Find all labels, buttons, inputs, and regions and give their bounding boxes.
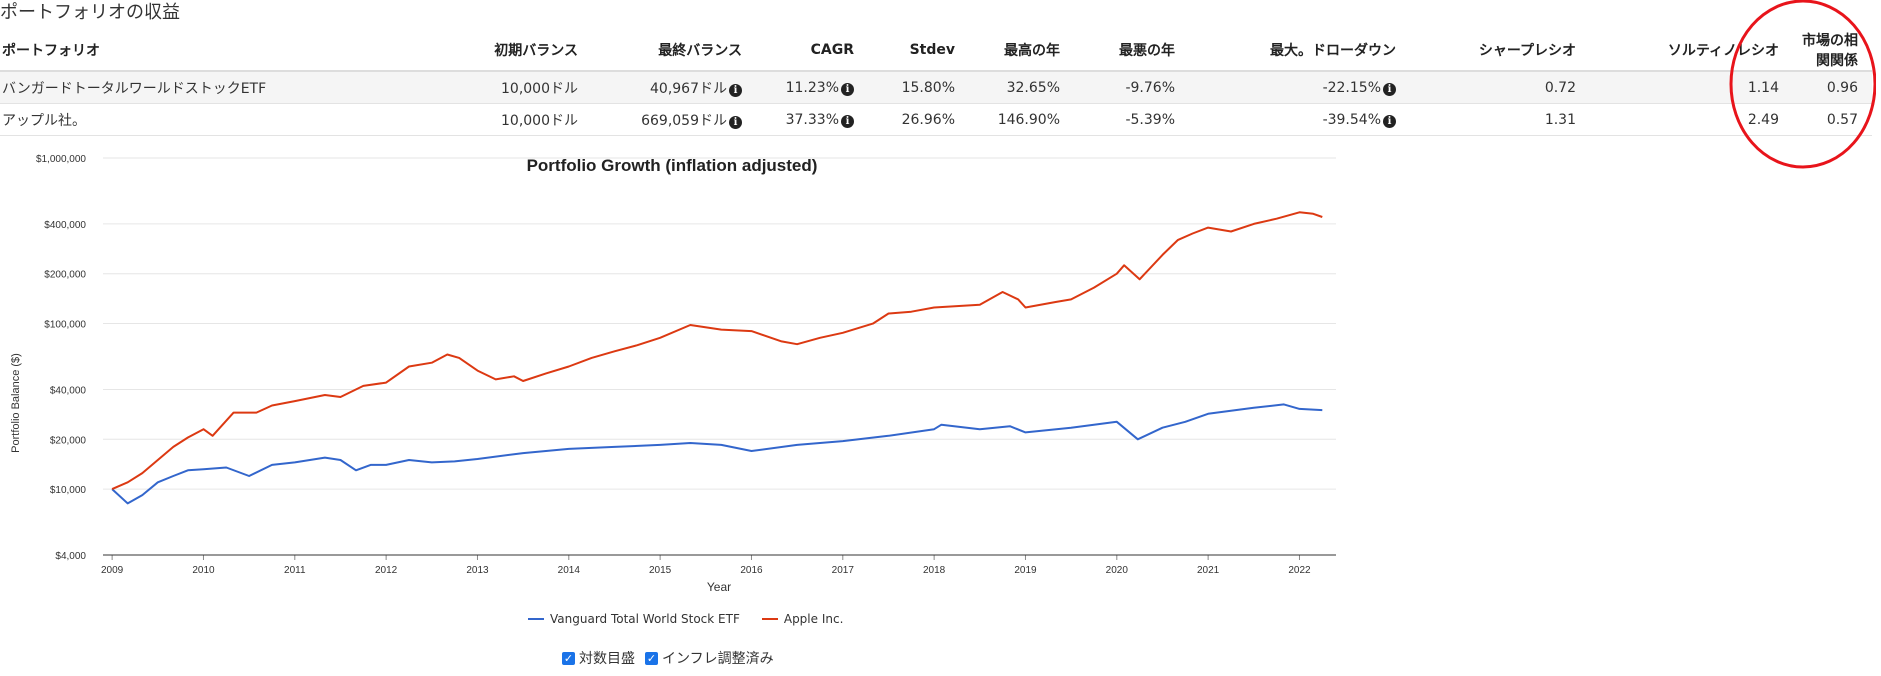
chart-options: ✓ 対数目盛 ✓ インフレ調整済み xyxy=(562,648,774,668)
cell-initial-balance: 10,000ドル xyxy=(436,71,592,104)
col-header-sortino-ratio[interactable]: ソルティノレシオ xyxy=(1590,30,1793,72)
x-tick-label: 2012 xyxy=(375,565,398,576)
cell-best-year: 146.90% xyxy=(969,103,1074,136)
cell-cagr: 37.33% i xyxy=(756,103,868,136)
y-tick-label: $20,000 xyxy=(50,435,87,446)
x-tick-label: 2013 xyxy=(466,565,489,576)
table-row: バンガードトータルワールドストックETF 10,000ドル 40,967ドル i … xyxy=(0,71,1872,104)
series-line-apple xyxy=(111,211,1323,491)
y-axis-label: Portfolio Balance ($) xyxy=(10,353,22,453)
legend-item-vanguard[interactable]: Vanguard Total World Stock ETF xyxy=(528,612,740,626)
y-tick-label: $100,000 xyxy=(44,320,86,331)
x-tick-label: 2010 xyxy=(192,565,215,576)
x-tick-label: 2014 xyxy=(558,565,581,576)
legend-line-icon xyxy=(761,618,778,620)
col-header-market-correlation[interactable]: 市場の相関関係 xyxy=(1793,30,1872,72)
col-header-best-year[interactable]: 最高の年 xyxy=(969,30,1074,72)
portfolio-growth-chart: Portfolio Growth (inflation adjusted) $4… xyxy=(10,154,1336,594)
log-scale-label: 対数目盛 xyxy=(579,651,635,667)
cell-stdev: 15.80% xyxy=(868,71,969,104)
chart-legend: Vanguard Total World Stock ETF Apple Inc… xyxy=(528,612,843,626)
table-row: アップル社。 10,000ドル 669,059ドル i 37.33% i 26.96… xyxy=(0,103,1872,136)
legend-label: Apple Inc. xyxy=(783,612,844,626)
cell-sharpe-ratio: 0.72 xyxy=(1410,71,1590,104)
cell-initial-balance: 10,000ドル xyxy=(436,103,592,136)
log-scale-checkbox[interactable]: ✓ xyxy=(562,651,575,665)
cell-market-correlation: 0.57 xyxy=(1793,103,1872,136)
cell-cagr: 11.23% i xyxy=(756,71,868,104)
cell-best-year: 32.65% xyxy=(969,71,1074,104)
cell-portfolio-name: アップル社。 xyxy=(0,103,436,136)
col-header-final-balance[interactable]: 最終バランス xyxy=(592,30,756,72)
cell-worst-year: -5.39% xyxy=(1074,103,1189,136)
x-tick-label: 2020 xyxy=(1106,565,1129,576)
inflation-adjusted-label: インフレ調整済み xyxy=(662,651,774,667)
highlight-circle-annotation xyxy=(1729,0,1876,169)
x-tick-label: 2016 xyxy=(740,565,763,576)
chart-title: Portfolio Growth (inflation adjusted) xyxy=(527,156,818,175)
col-header-cagr[interactable]: CAGR xyxy=(756,30,868,72)
col-header-portfolio[interactable]: ポートフォリオ xyxy=(0,30,436,72)
y-axis-ticks: $4,000 $10,000 $20,000 $40,000 $100,000 $200,… xyxy=(36,154,86,562)
x-tick-label: 2015 xyxy=(649,565,672,576)
y-tick-label: $400,000 xyxy=(44,220,86,231)
col-header-max-drawdown[interactable]: 最大。ドローダウン xyxy=(1189,30,1410,72)
info-icon[interactable]: i xyxy=(1383,114,1396,128)
legend-label: Vanguard Total World Stock ETF xyxy=(550,612,740,626)
cell-max-drawdown: -39.54% i xyxy=(1189,103,1410,136)
cell-max-drawdown: -22.15% i xyxy=(1189,71,1410,104)
cell-sharpe-ratio: 1.31 xyxy=(1410,103,1590,136)
cell-final-balance: 669,059ドル i xyxy=(592,103,756,136)
col-header-worst-year[interactable]: 最悪の年 xyxy=(1074,30,1189,72)
cell-sortino-ratio: 1.14 xyxy=(1590,71,1793,104)
cell-portfolio-name: バンガードトータルワールドストックETF xyxy=(0,71,436,104)
x-axis-label: Year xyxy=(707,580,731,594)
col-header-sharpe-ratio[interactable]: シャープレシオ xyxy=(1410,30,1590,72)
inflation-adjusted-checkbox[interactable]: ✓ xyxy=(645,651,658,665)
col-header-stdev[interactable]: Stdev xyxy=(868,30,969,72)
cell-final-balance: 40,967ドル i xyxy=(592,71,756,104)
y-tick-label: $200,000 xyxy=(44,270,86,281)
legend-line-icon xyxy=(528,618,544,620)
x-tick-label: 2022 xyxy=(1288,565,1311,576)
log-scale-option[interactable]: ✓ 対数目盛 xyxy=(562,648,635,668)
cell-sortino-ratio: 2.49 xyxy=(1590,103,1793,136)
x-axis-ticks: 2009 2010 2011 2012 2013 2014 2015 2016 2017 2018… xyxy=(101,555,1311,576)
info-icon[interactable]: i xyxy=(1383,82,1396,96)
x-tick-label: 2017 xyxy=(832,565,855,576)
y-tick-label: $40,000 xyxy=(50,385,87,396)
cell-worst-year: -9.76% xyxy=(1074,71,1189,104)
cell-market-correlation: 0.96 xyxy=(1793,71,1872,104)
y-tick-label: $1,000,000 xyxy=(36,154,86,165)
series-line-vanguard xyxy=(111,403,1323,505)
y-tick-label: $4,000 xyxy=(55,551,86,562)
info-icon[interactable]: i xyxy=(729,83,742,97)
info-icon[interactable]: i xyxy=(841,82,854,96)
cell-stdev: 26.96% xyxy=(868,103,969,136)
x-tick-label: 2009 xyxy=(101,565,124,576)
table-header-row: ポートフォリオ 初期バランス 最終バランス CAGR Stdev 最高の年 最悪… xyxy=(0,30,1872,72)
legend-item-apple[interactable]: Apple Inc. xyxy=(761,612,844,626)
info-icon[interactable]: i xyxy=(729,115,742,129)
chart-series xyxy=(111,211,1323,505)
y-tick-label: $10,000 xyxy=(50,485,87,496)
x-tick-label: 2011 xyxy=(284,565,306,576)
returns-table: ポートフォリオ 初期バランス 最終バランス CAGR Stdev 最高の年 最悪… xyxy=(0,30,1872,136)
x-tick-label: 2021 xyxy=(1197,565,1220,576)
chart-gridlines xyxy=(103,157,1336,556)
x-tick-label: 2019 xyxy=(1014,565,1037,576)
section-title: ポートフォリオの収益 xyxy=(0,2,180,23)
x-tick-label: 2018 xyxy=(923,565,946,576)
info-icon[interactable]: i xyxy=(841,114,854,128)
inflation-adjusted-option[interactable]: ✓ インフレ調整済み xyxy=(645,648,774,668)
col-header-initial-balance[interactable]: 初期バランス xyxy=(436,30,592,72)
